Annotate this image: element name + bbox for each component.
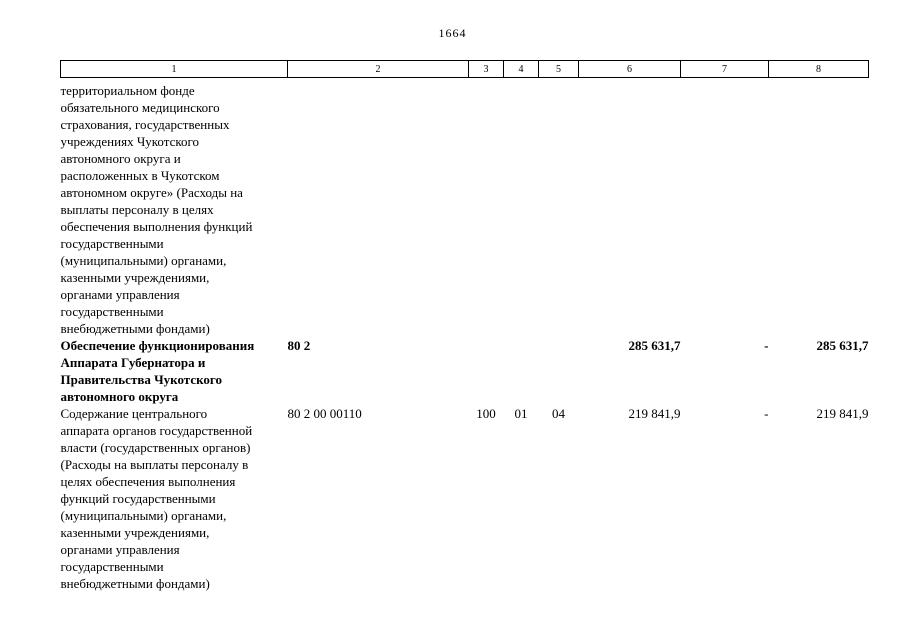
cell-col3: 100 [476,406,496,421]
cell-amount-2 [681,78,769,338]
cell-name: Обеспечение функционирования Аппарата Гу… [60,338,255,404]
cell-col3 [469,78,504,338]
cell-code: 80 2 00 00110 [287,406,362,421]
table-row: Обеспечение функционирования Аппарата Гу… [61,337,869,405]
table-row: территориальном фонде обязательного меди… [61,78,869,338]
column-header-6: 6 [578,60,681,78]
column-header-5: 5 [538,60,579,78]
cell-amount-3: 285 631,7 [816,338,869,353]
column-header-8: 8 [768,60,869,78]
column-header-4: 4 [503,60,539,78]
cell-col4 [504,337,539,405]
cell-amount-3: 219 841,9 [816,406,869,421]
cell-name: Содержание центрального аппарата органов… [60,406,253,591]
cell-col4: 01 [514,406,528,421]
cell-amount-2: - [764,406,769,421]
cell-col5: 04 [552,406,565,421]
cell-col4 [504,78,539,338]
cell-col5 [539,78,579,338]
cell-name: территориальном фонде обязательного меди… [60,83,253,336]
cell-col3 [469,337,504,405]
column-header-3: 3 [468,60,504,78]
table-row: Содержание центрального аппарата органов… [61,405,869,592]
column-header-2: 2 [287,60,469,78]
budget-table: 1 2 3 4 5 6 7 8 территориальном фонде об… [60,60,869,592]
cell-code [288,78,469,338]
column-header-1: 1 [60,60,288,78]
cell-amount-1: 219 841,9 [628,406,681,421]
cell-amount-2: - [764,338,769,353]
cell-col5 [539,337,579,405]
column-header-7: 7 [680,60,769,78]
table-header-row: 1 2 3 4 5 6 7 8 [60,60,869,78]
cell-amount-3 [769,78,869,338]
cell-code: 80 2 [287,338,311,353]
cell-amount-1: 285 631,7 [628,338,681,353]
cell-amount-1 [579,78,681,338]
page-number: 1664 [438,26,467,40]
